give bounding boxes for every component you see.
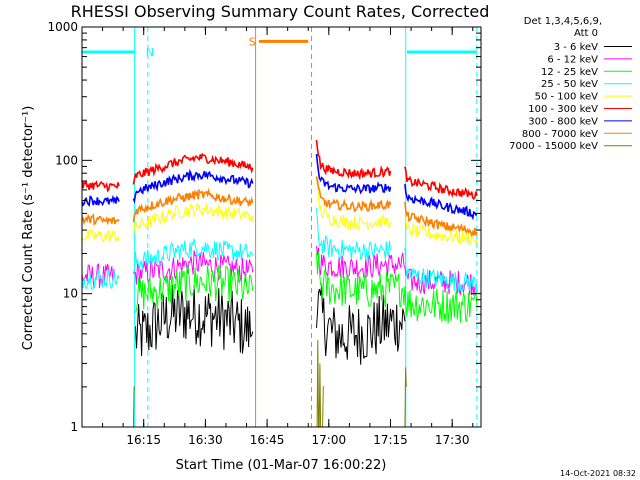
series-8-line-0	[81, 213, 120, 226]
series-5-line-3	[404, 216, 478, 246]
axis-layer: 16:15 16:30 16:45 17:00 17:15 17:30 1 10 100 1000	[47, 20, 482, 447]
series-layer	[81, 139, 478, 428]
series-6-line-0	[81, 179, 120, 193]
series-4-line-1	[133, 238, 254, 273]
series-8	[81, 176, 478, 238]
series-4-line-3	[404, 247, 478, 293]
series-4-line-0	[81, 269, 120, 290]
y-tick-label-2: 100	[55, 153, 78, 167]
night-label-1: N	[146, 46, 154, 59]
legend-label-1: 3 - 6 keV	[554, 42, 598, 53]
series-4-line-2	[316, 208, 391, 261]
series-7-line-0	[81, 194, 120, 207]
series-3-line-1	[316, 252, 478, 324]
footer-timestamp: 14-Oct-2021 08:32	[560, 469, 636, 478]
series-1-line-1	[316, 284, 406, 365]
series-6-line-1	[132, 152, 254, 185]
legend-label-5: 50 - 100 keV	[535, 92, 599, 103]
series-9-line-3	[316, 339, 324, 428]
series-7-line-2	[315, 154, 392, 195]
series-3-line-0	[135, 264, 254, 313]
legend-label-7: 300 - 800 keV	[528, 116, 598, 127]
plot-background	[82, 27, 481, 427]
series-8-line-3	[404, 201, 478, 238]
series-9-line-1	[132, 386, 135, 428]
series-9-line-4	[404, 367, 407, 428]
series-5-line-1	[132, 202, 254, 237]
detector-note-1: Att 0	[574, 28, 598, 39]
series-7-line-3	[404, 184, 477, 221]
series-5-line-2	[316, 177, 391, 232]
legend-label-3: 12 - 25 keV	[541, 67, 598, 78]
legend-label-9: 7000 - 15000 keV	[509, 141, 598, 152]
series-3	[135, 252, 478, 324]
y-axis-label: Corrected Count Rate (s⁻¹ detector⁻¹)	[21, 106, 36, 351]
x-tick-label-4: 17:15	[373, 433, 408, 447]
series-7	[81, 154, 477, 221]
series-7-line-1	[132, 168, 254, 205]
series-8-line-1	[132, 187, 254, 223]
plot-area	[82, 27, 481, 427]
series-5	[81, 177, 478, 246]
series-4	[81, 208, 478, 293]
x-axis-label: Start Time (01-Mar-07 16:00:22)	[176, 458, 387, 473]
x-tick-label-0: 16:15	[126, 433, 161, 447]
legend-label-8: 800 - 7000 keV	[522, 129, 598, 140]
series-8-line-2	[315, 176, 392, 213]
y-tick-label-0: 1	[70, 420, 78, 434]
series-2-line-2	[316, 245, 478, 296]
x-tick-label-2: 16:45	[250, 433, 285, 447]
x-tick-label-1: 16:30	[188, 433, 223, 447]
saa-label-4: S	[249, 35, 256, 48]
legend-label-2: 6 - 12 keV	[547, 54, 598, 65]
series-5-line-0	[81, 228, 120, 243]
series-6	[81, 139, 478, 200]
series-6-line-3	[404, 166, 478, 200]
series-2-line-1	[132, 250, 254, 286]
legend-label-4: 25 - 50 keV	[541, 79, 598, 90]
chart-title: RHESSI Observing Summary Count Rates, Co…	[71, 2, 490, 21]
x-tick-label-3: 17:00	[312, 433, 347, 447]
y-tick-label-1: 10	[63, 287, 78, 301]
plot-frame	[81, 26, 482, 428]
y-tick-label-3: 1000	[47, 20, 78, 34]
series-6-line-2	[315, 139, 392, 181]
legend-label-6: 100 - 300 keV	[528, 104, 598, 115]
detector-note-0: Det 1,3,4,5,6,9,	[524, 16, 602, 27]
series-9	[132, 339, 407, 428]
x-tick-label-5: 17:30	[435, 433, 470, 447]
